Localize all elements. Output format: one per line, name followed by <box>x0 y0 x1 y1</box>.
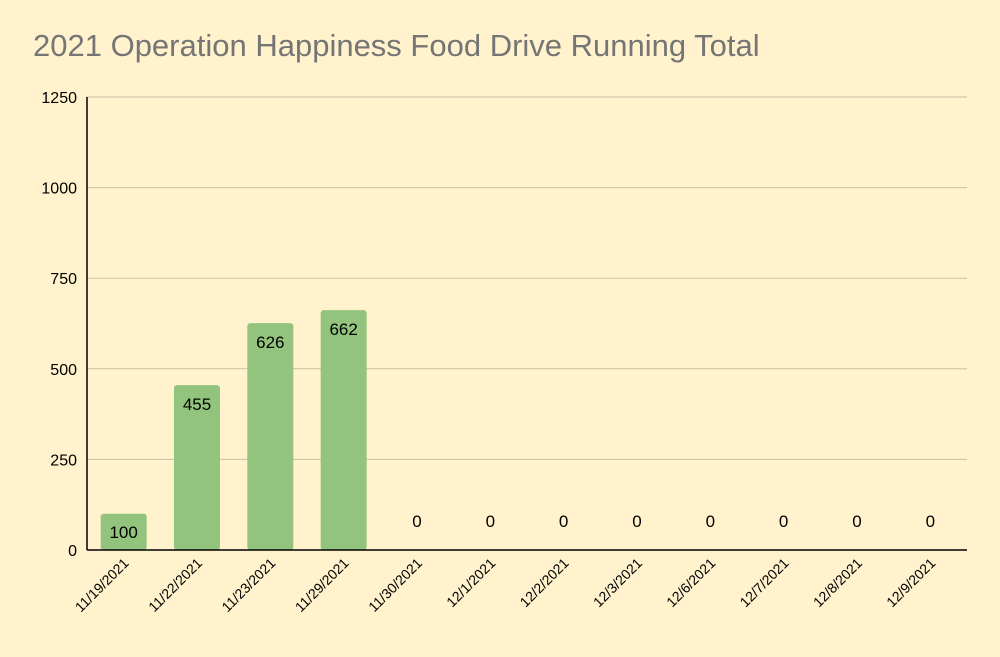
axes <box>86 97 967 551</box>
data-label: 0 <box>632 512 641 531</box>
y-tick-label: 500 <box>50 362 77 379</box>
x-tick-label: 11/29/2021 <box>292 555 352 615</box>
x-tick-label: 12/2/2021 <box>516 555 572 611</box>
bars <box>100 310 367 550</box>
x-tick-label: 12/8/2021 <box>810 555 866 611</box>
y-tick-label: 1000 <box>41 181 77 198</box>
chart-title: 2021 Operation Happiness Food Drive Runn… <box>33 28 760 63</box>
data-label: 0 <box>926 512 935 531</box>
y-tick-label: 1250 <box>41 90 77 107</box>
x-tick-label: 12/3/2021 <box>590 555 646 611</box>
bar <box>100 513 147 550</box>
x-tick-label: 12/9/2021 <box>883 555 939 611</box>
x-tick-label: 11/30/2021 <box>365 555 425 615</box>
x-tick-label: 12/6/2021 <box>663 555 719 611</box>
bar <box>247 323 294 550</box>
x-tick-label: 11/23/2021 <box>218 555 278 615</box>
data-label: 0 <box>412 512 421 531</box>
data-label: 662 <box>329 320 357 339</box>
x-tick-label: 11/22/2021 <box>145 555 205 615</box>
y-tick-label: 0 <box>68 543 77 560</box>
x-tick-label: 12/7/2021 <box>736 555 792 611</box>
gridlines <box>87 96 967 460</box>
x-tick-label: 11/19/2021 <box>72 555 132 615</box>
data-label: 455 <box>183 395 211 414</box>
y-tick-label: 250 <box>50 452 77 469</box>
y-axis-ticks: 0 250 500 750 1000 1250 <box>41 90 77 560</box>
bar <box>320 310 367 550</box>
data-label: 0 <box>559 512 568 531</box>
data-label: 100 <box>109 523 137 542</box>
bar <box>174 385 220 550</box>
x-tick-label: 12/1/2021 <box>443 555 499 611</box>
data-labels: 100 455 626 662 0 0 0 0 0 0 0 0 <box>109 320 935 542</box>
data-label: 0 <box>779 512 788 531</box>
x-axis-ticks: 11/19/2021 11/22/2021 11/23/2021 11/29/2021… <box>72 555 939 615</box>
y-tick-label: 750 <box>50 271 77 288</box>
data-label: 0 <box>706 512 715 531</box>
data-label: 626 <box>256 333 284 352</box>
data-label: 0 <box>486 512 495 531</box>
data-label: 0 <box>852 512 861 531</box>
